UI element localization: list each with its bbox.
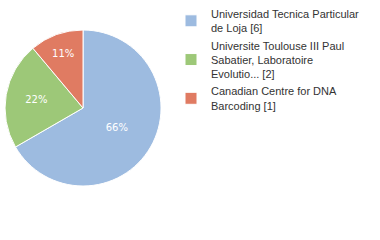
svg-text:Canadian Centre for DNABarcodi: Canadian Centre for DNABarcoding [1] [211, 85, 337, 111]
svg-text:Universite Toulouse III PaulSa: Universite Toulouse III PaulSabatier, La… [211, 40, 344, 81]
svg-text:22%: 22% [25, 94, 47, 105]
svg-text:66%: 66% [106, 122, 128, 133]
svg-text:Universidad Tecnica Particular: Universidad Tecnica Particularde Loja [6… [211, 8, 359, 34]
svg-text:11%: 11% [52, 48, 74, 59]
